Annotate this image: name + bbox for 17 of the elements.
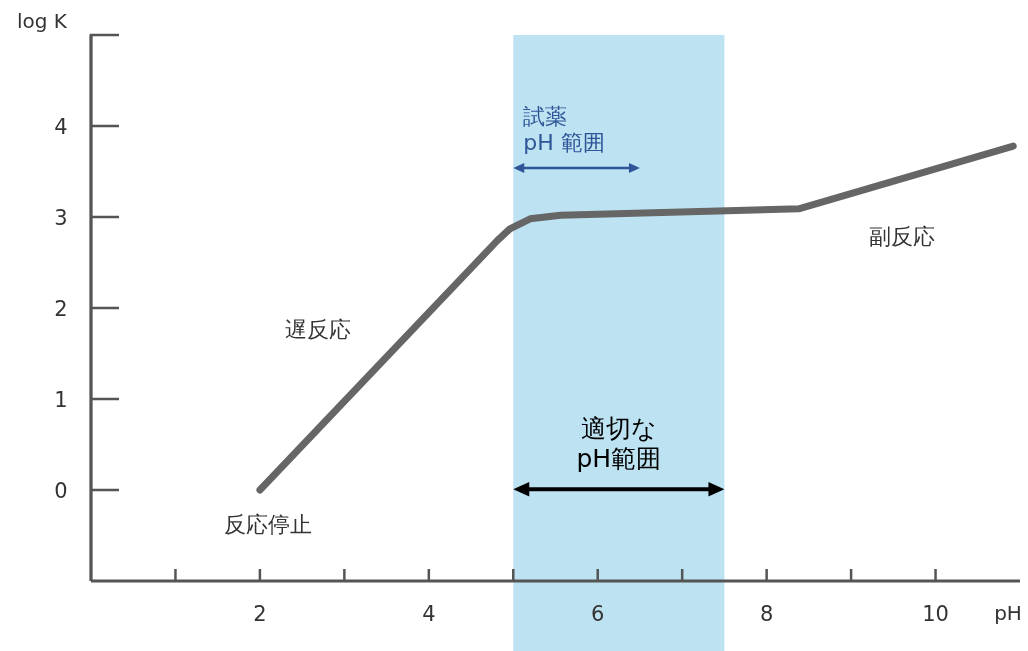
y-tick-label: 2 (54, 297, 68, 321)
annotation: 副反応 (869, 224, 935, 249)
x-tick-label: 4 (422, 602, 436, 626)
y-tick-label: 3 (54, 206, 68, 230)
x-tick-label: 8 (759, 602, 774, 626)
y-tick-label: 4 (54, 115, 68, 139)
annotation: 遅反応 (285, 317, 351, 342)
y-axis-title: log K (17, 9, 68, 33)
annotation: 反応停止 (224, 512, 312, 537)
x-axis-title: pH (994, 601, 1022, 625)
x-tick-label: 10 (922, 602, 949, 626)
x-tick-label: 2 (253, 602, 267, 626)
band-label: 適切な pH範囲 (576, 414, 662, 474)
y-tick-label: 1 (54, 388, 68, 412)
x-tick-label: 6 (591, 602, 605, 626)
y-tick-label: 0 (54, 479, 68, 503)
annotation: 試薬 pH 範囲 (523, 104, 605, 156)
